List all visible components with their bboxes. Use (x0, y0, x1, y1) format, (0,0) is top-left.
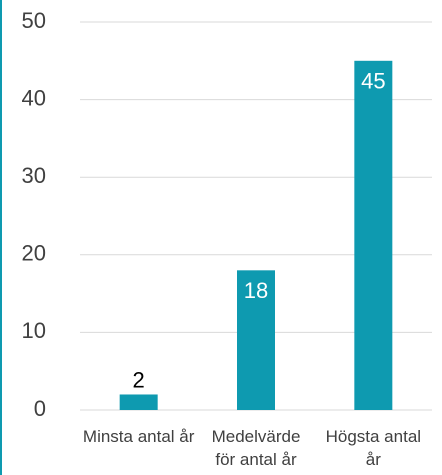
y-tick-label: 40 (22, 85, 46, 110)
y-tick-label: 10 (22, 318, 46, 343)
data-label: 2 (133, 367, 145, 392)
y-tick-label: 0 (34, 396, 46, 421)
x-tick-label: Minsta antal år (82, 427, 195, 446)
x-tick-label: Medelvärde för antal år (211, 427, 301, 469)
bar (237, 270, 275, 410)
data-label: 45 (361, 69, 385, 94)
y-tick-label: 30 (22, 163, 46, 188)
data-label: 18 (244, 278, 268, 303)
bar (354, 60, 393, 411)
y-tick-label: 20 (22, 241, 46, 266)
bar (119, 394, 158, 410)
y-tick-label: 50 (22, 8, 46, 33)
x-tick-label: Högsta antal år (325, 427, 422, 469)
